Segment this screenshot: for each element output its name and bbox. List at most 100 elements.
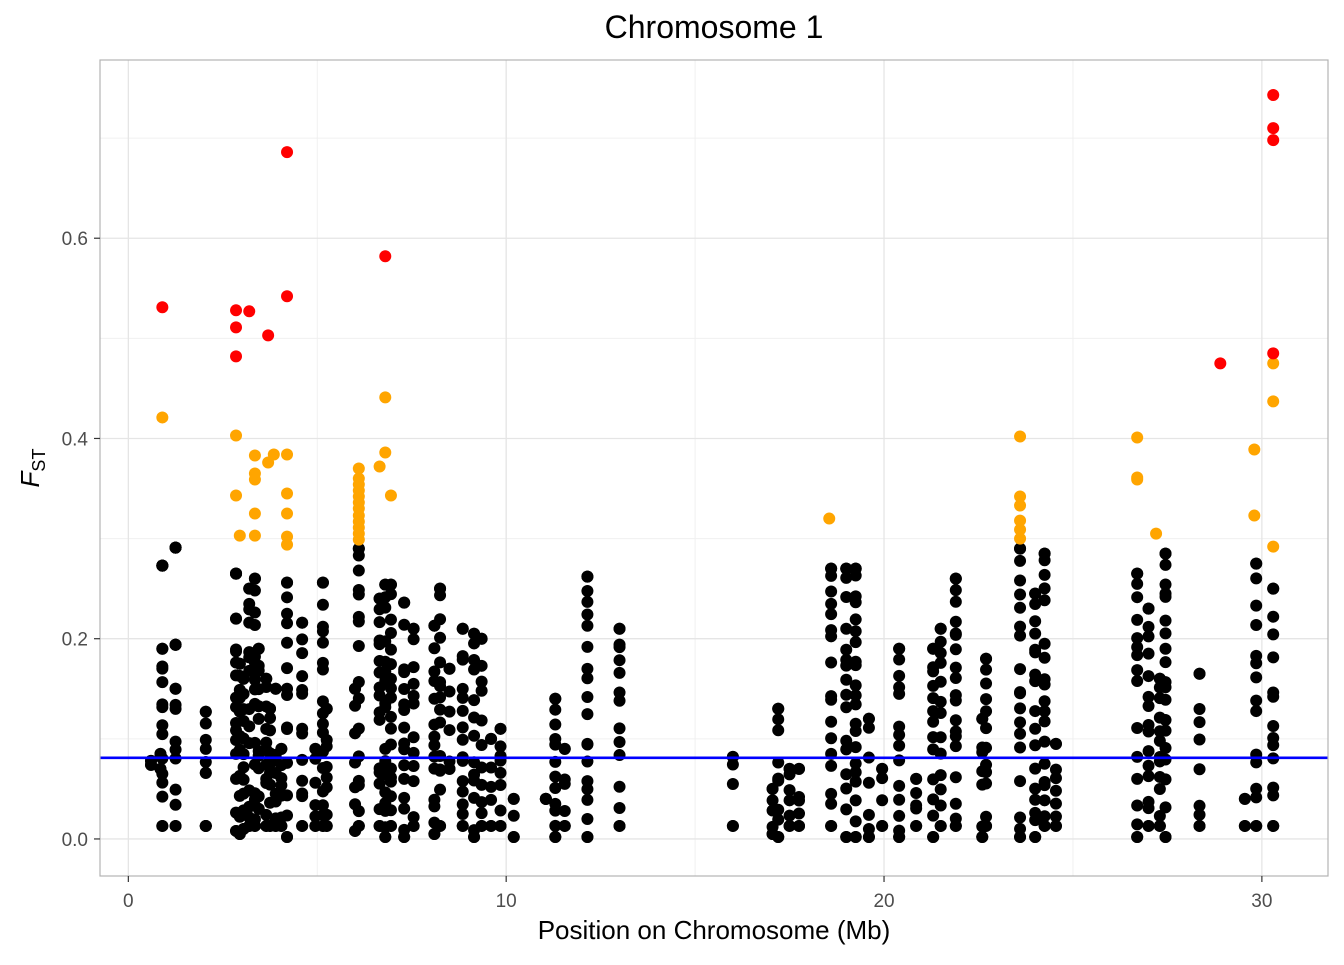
- data-point-below_threshold: [772, 830, 785, 843]
- data-point-below_threshold: [825, 597, 838, 610]
- data-point-below_threshold: [1029, 627, 1042, 640]
- data-point-below_threshold: [281, 756, 294, 769]
- data-point-top_5pct: [233, 529, 246, 542]
- data-point-below_threshold: [1250, 618, 1263, 631]
- data-point-below_threshold: [893, 653, 906, 666]
- data-point-below_threshold: [398, 698, 411, 711]
- data-point-below_threshold: [281, 682, 294, 695]
- data-point-below_threshold: [456, 808, 469, 821]
- data-point-below_threshold: [398, 772, 411, 785]
- data-point-below_threshold: [281, 617, 294, 630]
- data-point-below_threshold: [443, 662, 456, 675]
- data-point-below_threshold: [320, 760, 333, 773]
- data-point-below_threshold: [1014, 629, 1027, 642]
- data-point-below_threshold: [726, 777, 739, 790]
- x-axis-ticks: 0 10 20 30: [123, 876, 1272, 912]
- data-point-below_threshold: [384, 762, 397, 775]
- data-point-below_threshold: [407, 811, 420, 824]
- data-point-below_threshold: [581, 775, 594, 788]
- data-point-below_threshold: [558, 819, 571, 832]
- data-point-below_threshold: [456, 819, 469, 832]
- data-point-below_threshold: [485, 732, 498, 745]
- data-point-below_threshold: [1029, 722, 1042, 735]
- data-point-below_threshold: [1193, 808, 1206, 821]
- data-point-below_threshold: [1142, 647, 1155, 660]
- data-point-below_threshold: [199, 819, 212, 832]
- data-point-below_threshold: [1159, 578, 1172, 591]
- data-point-below_threshold: [237, 773, 250, 786]
- data-point-below_threshold: [980, 705, 993, 718]
- data-point-top_5pct: [373, 460, 386, 473]
- data-point-below_threshold: [407, 677, 420, 690]
- data-point-below_threshold: [783, 794, 796, 807]
- data-point-top_5pct: [1131, 431, 1144, 444]
- data-point-below_threshold: [384, 771, 397, 784]
- data-point-below_threshold: [296, 647, 309, 660]
- data-point-below_threshold: [475, 819, 488, 832]
- data-point-below_threshold: [613, 686, 626, 699]
- data-point-below_threshold: [772, 803, 785, 816]
- data-point-below_threshold: [1238, 819, 1251, 832]
- data-point-below_threshold: [840, 653, 853, 666]
- x-tick-label: 20: [873, 891, 894, 912]
- data-point-top_5pct: [352, 533, 365, 546]
- data-point-below_threshold: [980, 722, 993, 735]
- data-point-below_threshold: [949, 771, 962, 784]
- data-point-below_threshold: [407, 759, 420, 772]
- data-point-below_threshold: [1014, 588, 1027, 601]
- data-point-below_threshold: [558, 773, 571, 786]
- data-point-below_threshold: [934, 622, 947, 635]
- data-point-below_threshold: [260, 672, 273, 685]
- data-point-below_threshold: [156, 559, 169, 572]
- data-point-below_threshold: [1142, 719, 1155, 732]
- data-point-below_threshold: [1131, 830, 1144, 843]
- data-point-top_1pct: [230, 321, 243, 334]
- data-point-below_threshold: [468, 694, 481, 707]
- data-point-below_threshold: [379, 830, 392, 843]
- data-point-below_threshold: [230, 567, 243, 580]
- data-point-below_threshold: [825, 797, 838, 810]
- data-point-below_threshold: [1131, 818, 1144, 831]
- data-point-below_threshold: [1193, 799, 1206, 812]
- y-axis-ticks: 0.0 0.2 0.4 0.6: [62, 229, 100, 851]
- data-point-below_threshold: [398, 759, 411, 772]
- data-point-below_threshold: [407, 633, 420, 646]
- panel-border: [99, 59, 1329, 877]
- data-point-top_5pct: [248, 473, 261, 486]
- data-point-below_threshold: [934, 769, 947, 782]
- data-point-below_threshold: [1267, 610, 1280, 623]
- data-point-below_threshold: [772, 724, 785, 737]
- data-point-below_threshold: [876, 762, 889, 775]
- data-point-below_threshold: [507, 809, 520, 822]
- data-point-below_threshold: [849, 757, 862, 770]
- data-point-below_threshold: [384, 643, 397, 656]
- data-point-below_threshold: [1038, 819, 1051, 832]
- data-point-below_threshold: [980, 777, 993, 790]
- data-point-top_5pct: [1267, 395, 1280, 408]
- data-point-below_threshold: [1159, 773, 1172, 786]
- data-point-below_threshold: [581, 830, 594, 843]
- data-point-below_threshold: [1014, 775, 1027, 788]
- data-point-top_1pct: [1214, 357, 1227, 370]
- data-point-below_threshold: [1250, 819, 1263, 832]
- data-point-below_threshold: [613, 819, 626, 832]
- data-point-below_threshold: [352, 676, 365, 689]
- data-point-below_threshold: [199, 733, 212, 746]
- data-point-below_threshold: [1029, 830, 1042, 843]
- data-point-below_threshold: [320, 702, 333, 715]
- data-point-below_threshold: [434, 703, 447, 716]
- chart-title: Chromosome 1: [605, 9, 824, 45]
- data-point-below_threshold: [352, 750, 365, 763]
- data-point-below_threshold: [558, 742, 571, 755]
- data-point-below_threshold: [248, 606, 261, 619]
- data-point-top_5pct: [352, 462, 365, 475]
- data-point-below_threshold: [275, 819, 288, 832]
- data-point-below_threshold: [793, 807, 806, 820]
- data-point-below_threshold: [980, 663, 993, 676]
- data-point-below_threshold: [934, 819, 947, 832]
- data-point-below_threshold: [485, 761, 498, 774]
- data-point-below_threshold: [384, 738, 397, 751]
- data-point-below_threshold: [949, 740, 962, 753]
- data-point-top_5pct: [156, 411, 169, 424]
